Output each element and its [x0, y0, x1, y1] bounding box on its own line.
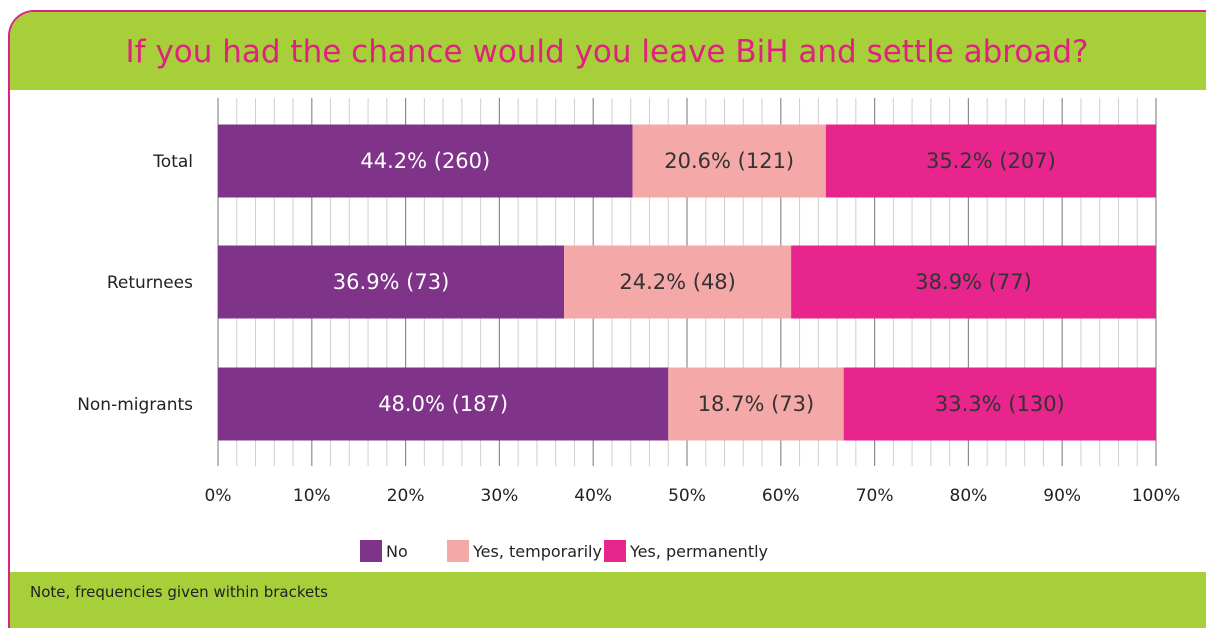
footnote: Note, frequencies given within brackets	[30, 583, 328, 601]
legend-swatch	[604, 540, 626, 562]
bar-segment	[843, 367, 1156, 441]
x-tick-label: 100%	[1132, 486, 1181, 506]
category-label: Total	[152, 152, 193, 172]
bar-segment	[632, 124, 826, 198]
legend-label: No	[386, 542, 408, 561]
data-label: 20.6% (121)	[664, 149, 794, 173]
legend-swatch	[360, 540, 382, 562]
x-tick-label: 10%	[293, 486, 331, 506]
bar-segment	[218, 124, 633, 198]
category-label: Non-migrants	[77, 395, 193, 415]
x-tick-label: 60%	[762, 486, 800, 506]
data-label: 24.2% (48)	[619, 270, 736, 294]
data-label: 35.2% (207)	[926, 149, 1056, 173]
data-label: 38.9% (77)	[915, 270, 1032, 294]
data-label: 36.9% (73)	[333, 270, 450, 294]
bar-segment	[668, 367, 844, 441]
legend-label: Yes, temporarily	[472, 542, 602, 561]
data-label: 44.2% (260)	[360, 149, 490, 173]
legend-swatch	[447, 540, 469, 562]
bar-segment	[564, 245, 792, 319]
x-tick-label: 40%	[574, 486, 612, 506]
data-label: 18.7% (73)	[698, 392, 815, 416]
title-bar	[10, 12, 1206, 90]
data-label: 33.3% (130)	[935, 392, 1065, 416]
data-label: 48.0% (187)	[378, 392, 508, 416]
x-tick-label: 20%	[387, 486, 425, 506]
x-tick-label: 90%	[1043, 486, 1081, 506]
chart-title: If you had the chance would you leave Bi…	[125, 34, 1089, 70]
bar-segment	[218, 367, 669, 441]
x-tick-label: 0%	[205, 486, 232, 506]
footer-bar	[10, 572, 1206, 628]
bar-segment	[825, 124, 1156, 198]
x-tick-label: 30%	[481, 486, 519, 506]
bar-segment	[218, 245, 565, 319]
bar-segment	[791, 245, 1156, 319]
x-tick-label: 70%	[856, 486, 894, 506]
category-label: Returnees	[107, 273, 193, 293]
x-tick-label: 80%	[950, 486, 988, 506]
legend-label: Yes, permanently	[629, 542, 768, 561]
x-tick-label: 50%	[668, 486, 706, 506]
